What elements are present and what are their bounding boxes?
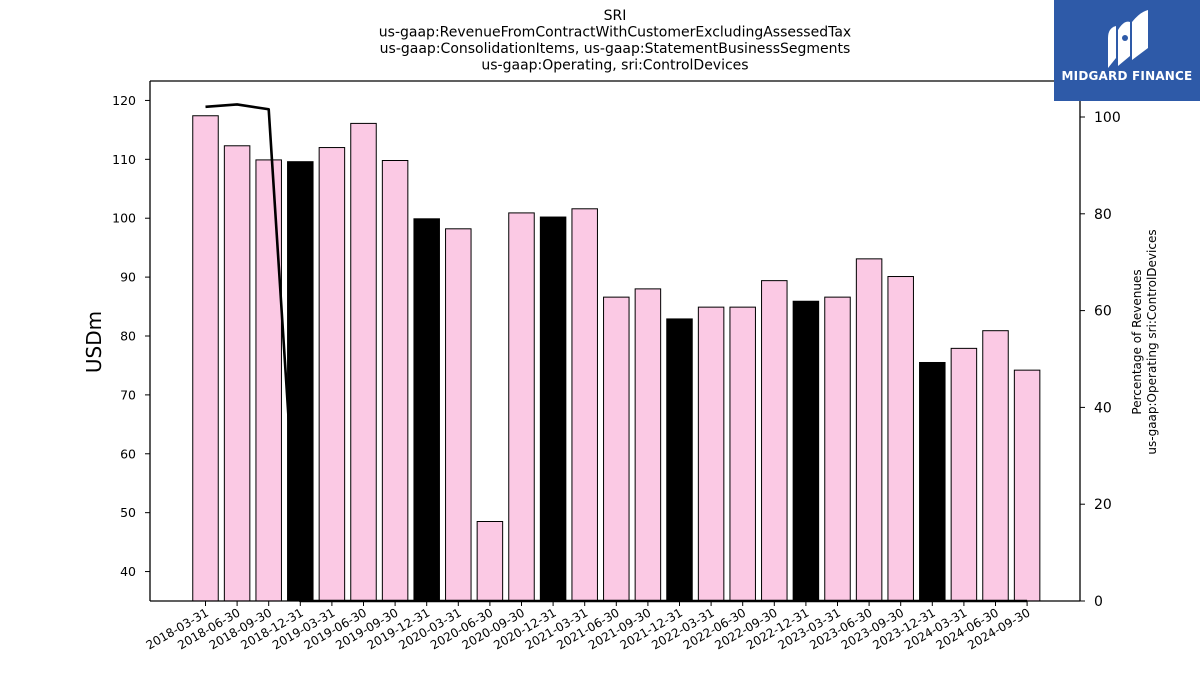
y-tick-label-right: 60 (1094, 304, 1112, 320)
bar-2020-09-30 (508, 212, 535, 602)
bar-2019-06-30 (350, 122, 377, 602)
bar-2021-12-31 (666, 318, 693, 602)
chart-title-line-1: SRI (604, 8, 627, 24)
y-tick-label-left: 40 (120, 564, 136, 579)
x-axis: 2018-03-312018-06-302018-09-302018-12-31… (144, 601, 1033, 652)
y-tick-label-right: 100 (1094, 110, 1121, 126)
y-axis-right: 0 20 40 60 80 100 (1080, 110, 1121, 610)
y-tick-label-left: 70 (120, 387, 136, 402)
bar-2018-12-31 (287, 161, 314, 602)
bar-2018-06-30 (223, 145, 251, 602)
bar-2022-06-30 (729, 306, 756, 602)
bar-2024-06-30 (982, 330, 1009, 602)
y-tick-label-right: 20 (1094, 497, 1112, 513)
bar-2018-09-30 (255, 159, 282, 602)
y-tick-label-right: 0 (1094, 594, 1103, 610)
bar-2024-09-30 (1013, 369, 1041, 602)
bar-series (192, 115, 1041, 602)
y-tick-label-left: 100 (112, 211, 136, 226)
chart-title-line-4: us-gaap:Operating, sri:ControlDevices (481, 58, 748, 74)
logo-text: MIDGARD FINANCE (1061, 69, 1193, 83)
y-tick-label-left: 50 (120, 505, 136, 520)
y-axis-left: 40 50 60 70 80 90 100 110 120 (112, 93, 150, 579)
midgard-finance-logo: MIDGARD FINANCE (1054, 0, 1200, 101)
chart-title-line-2: us-gaap:RevenueFromContractWithCustomerE… (379, 25, 851, 41)
bar-2020-03-31 (445, 228, 472, 602)
bar-2019-09-30 (381, 160, 409, 602)
bar-2019-12-31 (413, 218, 440, 602)
bar-2022-09-30 (761, 280, 788, 602)
y-axis-label-right-line-2: us-gaap:Operating sri:ControlDevices (1145, 229, 1159, 454)
y-tick-label-left: 110 (112, 152, 136, 167)
y-axis-label-right-line-1: Percentage of Revenues (1130, 269, 1144, 414)
bar-2023-03-31 (824, 296, 851, 602)
y-tick-label-right: 40 (1094, 400, 1112, 416)
y-tick-label-right: 80 (1094, 207, 1112, 223)
y-tick-label-left: 120 (112, 93, 136, 108)
bar-2023-09-30 (887, 276, 914, 602)
logo-mark-icon (1108, 10, 1148, 68)
bar-2021-09-30 (634, 288, 662, 602)
bar-2021-06-30 (603, 296, 630, 602)
y-tick-label-left: 60 (120, 446, 136, 461)
y-axis-label-left: USDm (82, 311, 106, 373)
chart-title-line-3: us-gaap:ConsolidationItems, us-gaap:Stat… (380, 41, 851, 57)
bar-2023-06-30 (855, 258, 883, 602)
bar-2022-03-31 (697, 306, 725, 602)
y-tick-label-left: 90 (120, 270, 136, 285)
bar-2021-03-31 (571, 208, 598, 602)
bar-2024-03-31 (950, 347, 978, 602)
bar-2020-12-31 (539, 216, 567, 602)
bar-2019-03-31 (318, 147, 346, 602)
bar-2020-06-30 (476, 521, 504, 602)
bar-2023-12-31 (919, 361, 946, 602)
y-tick-label-left: 80 (120, 328, 136, 343)
chart-title: SRI us-gaap:RevenueFromContractWithCusto… (379, 8, 851, 74)
axes (149, 80, 1081, 602)
bar-2022-12-31 (792, 300, 820, 602)
bar-2018-03-31 (192, 115, 219, 602)
